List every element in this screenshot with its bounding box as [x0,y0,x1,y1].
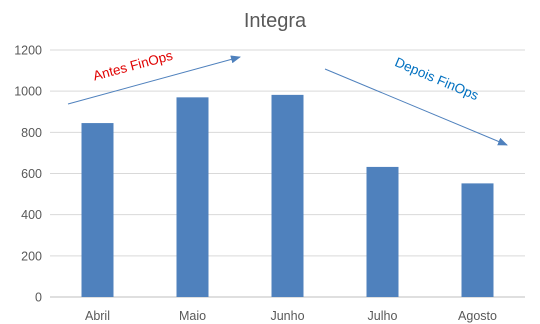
trend-arrow-down [324,68,508,146]
x-tick-label: Julho [368,309,398,323]
bar-abril [81,123,114,297]
y-axis: 0 200 400 600 800 1000 1200 [14,44,42,305]
annotation-depois-finops: Depois FinOps [393,55,481,104]
y-tick-label: 0 [35,291,42,305]
bar-julho [366,166,399,297]
y-tick-label: 400 [21,208,42,222]
chart-title: Integra [244,10,307,32]
x-tick-label: Junho [270,309,304,323]
y-tick-label: 200 [21,249,42,263]
y-tick-label: 800 [21,126,42,140]
x-tick-label: Agosto [458,309,497,323]
bar-agosto [461,183,494,297]
x-tick-label: Maio [179,309,206,323]
y-tick-label: 1000 [14,85,42,99]
bar-maio [176,97,209,297]
bars [81,94,494,297]
x-tick-label: Abril [85,309,110,323]
trend-arrow-up [67,55,241,105]
bar-junho [271,94,304,297]
x-axis: Abril Maio Junho Julho Agosto [85,309,497,323]
y-tick-label: 1200 [14,44,42,58]
y-tick-label: 600 [21,167,42,181]
